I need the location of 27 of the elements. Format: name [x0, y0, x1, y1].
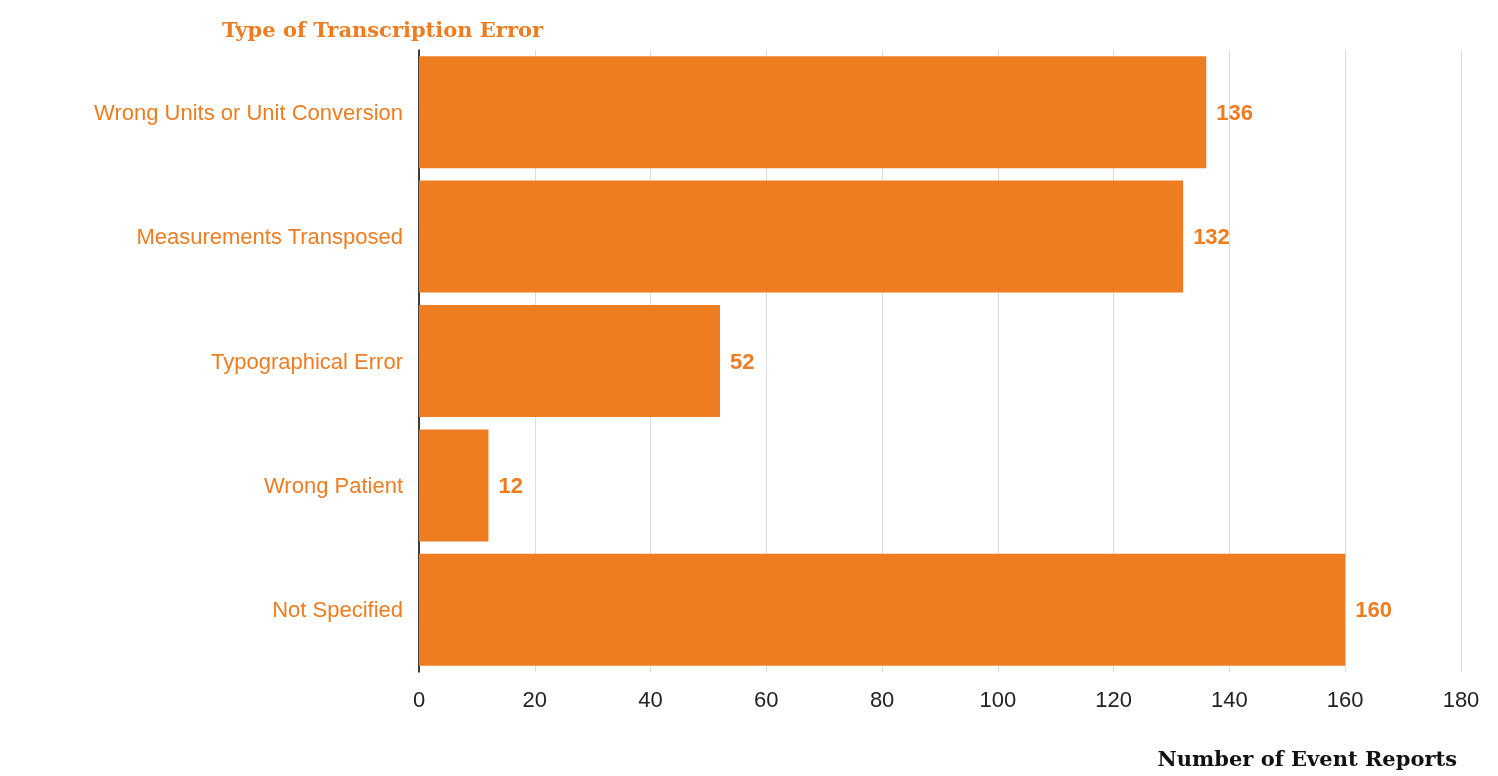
bar	[419, 56, 1207, 169]
x-tick-label: 100	[979, 686, 1017, 712]
y-tick-label: Typographical Error	[211, 348, 403, 374]
bar	[419, 429, 489, 542]
x-tick-label: 0	[412, 686, 426, 712]
bar	[419, 180, 1184, 293]
data-label: 52	[730, 348, 755, 374]
bar	[419, 305, 721, 417]
x-tick-label: 140	[1211, 686, 1248, 712]
y-axis-title: Type of Transcription Error	[222, 17, 545, 42]
x-axis-title: Number of Event Reports	[1157, 746, 1458, 771]
y-tick-label: Wrong Patient	[263, 472, 403, 498]
x-tick-label: 180	[1442, 686, 1480, 712]
data-label: 160	[1355, 597, 1392, 623]
x-tick-label: 120	[1095, 686, 1133, 712]
x-tick-label: 80	[869, 686, 895, 712]
x-tick-label: 60	[754, 686, 779, 712]
x-tick-label: 20	[522, 686, 548, 712]
data-label: 132	[1193, 224, 1230, 250]
data-label: 136	[1216, 99, 1254, 125]
y-tick-label: Measurements Transposed	[136, 224, 403, 250]
y-tick-label: Not Specified	[272, 597, 403, 623]
data-label: 12	[498, 472, 523, 498]
x-tick-label: 40	[638, 686, 663, 712]
x-tick-label: 160	[1326, 686, 1364, 712]
bar	[419, 553, 1346, 666]
y-tick-label: Wrong Units or Unit Conversion	[94, 99, 403, 125]
